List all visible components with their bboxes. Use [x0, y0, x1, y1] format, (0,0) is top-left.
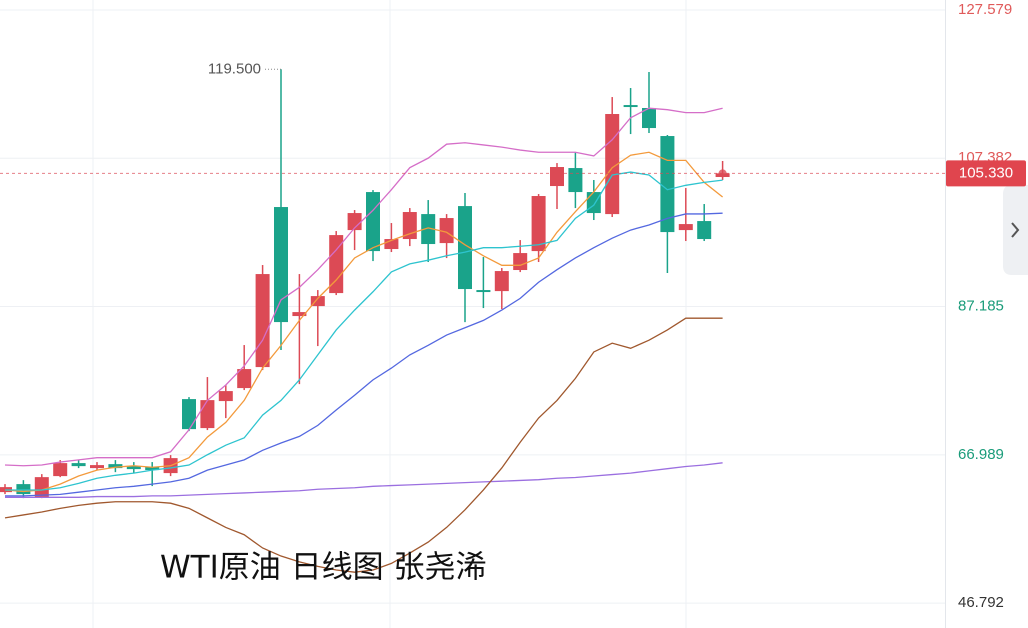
last-price-dot: [718, 169, 727, 178]
collapse-button-bg[interactable]: [1003, 185, 1028, 275]
candle-body: [697, 221, 712, 240]
candle-body: [16, 484, 31, 495]
indicator-line: [5, 212, 723, 497]
indicator-line: [4, 317, 723, 573]
candle-body: [623, 105, 638, 108]
candle-body: [531, 196, 546, 252]
collapse-button[interactable]: [1003, 185, 1028, 275]
candle-body: [34, 477, 49, 498]
candle-body: [347, 213, 362, 231]
indicator-line: [4, 151, 724, 493]
candle-body: [329, 235, 344, 294]
candle-body: [274, 207, 288, 323]
candle-body: [494, 271, 509, 292]
candle-body: [182, 399, 196, 430]
caption: WTI原油 日线图 张尧浠: [160, 550, 486, 586]
candle-body: [605, 114, 620, 215]
candle-body: [586, 192, 601, 214]
candle-body: [90, 465, 104, 469]
candle-body: [678, 224, 693, 231]
candle-body: [476, 290, 491, 293]
indicator-line: [5, 462, 723, 498]
y-tick-label: 127.579: [958, 1, 1012, 18]
indicator-line: [4, 107, 723, 467]
candle-body: [568, 168, 583, 193]
plot: 119.500: [0, 9, 945, 604]
last-price-badge: [946, 160, 1026, 187]
last-price-label: 105.330: [959, 164, 1013, 181]
y-tick-label: 46.792: [958, 594, 1004, 611]
candle-body: [421, 214, 436, 245]
candle-body: [458, 206, 472, 290]
indicator-line: [5, 171, 723, 491]
candle-body: [310, 296, 325, 307]
candle-body: [292, 312, 307, 317]
candle-body: [145, 467, 160, 471]
candle-body: [108, 464, 123, 469]
candle-body: [255, 274, 270, 368]
y-tick-label: 66.989: [958, 446, 1004, 463]
candle-body: [53, 463, 68, 477]
chevron-icon[interactable]: [1011, 222, 1020, 238]
candle-body: [126, 466, 141, 470]
candle-body: [642, 107, 656, 129]
candle-body: [513, 253, 528, 271]
candle-body: [550, 167, 564, 187]
candle-body: [237, 369, 252, 389]
candle-body: [384, 239, 399, 250]
candle-body: [200, 400, 215, 429]
candle-body: [71, 463, 86, 467]
y-tick-label: 87.185: [958, 298, 1004, 315]
candle-body: [218, 391, 233, 402]
candle-body: [439, 218, 454, 244]
candle-body: [366, 192, 380, 252]
high-annotation: 119.500: [208, 60, 261, 77]
